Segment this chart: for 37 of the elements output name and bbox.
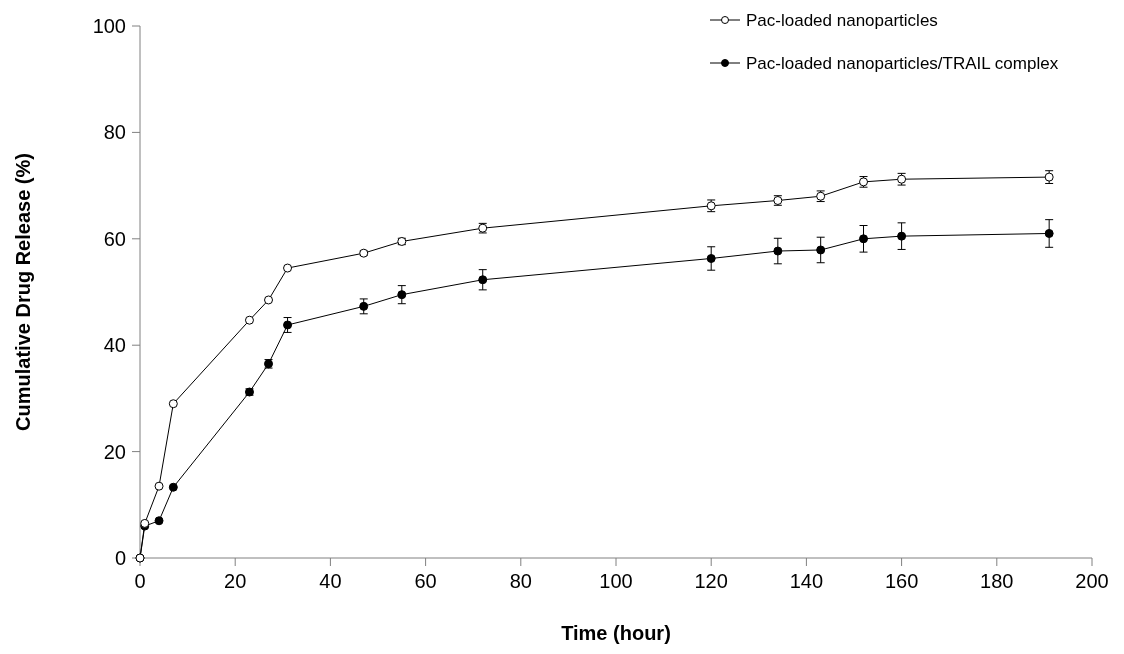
x-tick-label: 80: [509, 570, 532, 592]
x-tick-label: 100: [599, 570, 633, 592]
x-tick-label: 200: [1075, 570, 1109, 592]
x-tick-label: 140: [789, 570, 824, 592]
legend-label: Pac-loaded nanoparticles: [746, 11, 938, 30]
y-tick-label: 40: [103, 334, 126, 357]
point: [859, 234, 869, 244]
point: [359, 301, 369, 311]
y-tick-label: 0: [114, 547, 126, 569]
point: [168, 399, 178, 409]
x-tick-label: 60: [414, 570, 437, 592]
point: [168, 482, 178, 492]
x-tick-label: 120: [694, 570, 728, 592]
point: [283, 263, 293, 273]
legend-label: Pac-loaded nanoparticles/TRAIL complex: [746, 54, 1059, 73]
point: [816, 245, 826, 255]
y-tick-label: 20: [103, 440, 126, 463]
point: [154, 481, 164, 491]
y-tick-label: 80: [103, 121, 126, 144]
point: [154, 516, 164, 526]
x-axis-title: Time (hour): [561, 622, 671, 644]
point: [264, 295, 274, 305]
y-tick-label: 100: [92, 15, 126, 37]
x-tick-label: 160: [884, 570, 919, 592]
x-tick-label: 0: [134, 570, 146, 592]
x-tick-label: 180: [980, 570, 1014, 592]
point: [397, 290, 407, 300]
x-tick-label: 20: [224, 570, 247, 592]
point: [706, 253, 716, 263]
point: [1044, 228, 1054, 238]
x-tick-label: 40: [319, 570, 342, 592]
point: [478, 275, 488, 285]
y-tick-label: 60: [103, 227, 126, 250]
y-axis-title: Cumulative Drug Release (%): [12, 153, 34, 431]
point: [897, 231, 907, 241]
point: [244, 315, 254, 325]
point: [773, 246, 783, 256]
